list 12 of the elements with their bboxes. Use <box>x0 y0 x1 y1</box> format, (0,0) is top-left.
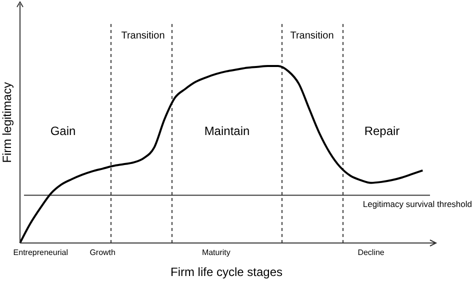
x-tick-label: Growth <box>90 248 116 257</box>
x-tick-label: Maturity <box>202 248 230 257</box>
text: Transition <box>121 30 165 42</box>
x-axis-title: Firm life cycle stages <box>170 265 283 279</box>
x-tick-label: Decline <box>358 248 385 257</box>
x-tick-label: Entrepreneurial <box>13 248 68 257</box>
ref-line-label: Legitimacy survival threshold <box>362 199 472 210</box>
annotation: Gain <box>50 124 76 138</box>
y-axis-title: Firm legitimacy <box>0 82 14 163</box>
text: Transition <box>290 30 334 42</box>
annotation: Repair <box>364 124 400 138</box>
annotation: Maintain <box>204 124 250 138</box>
